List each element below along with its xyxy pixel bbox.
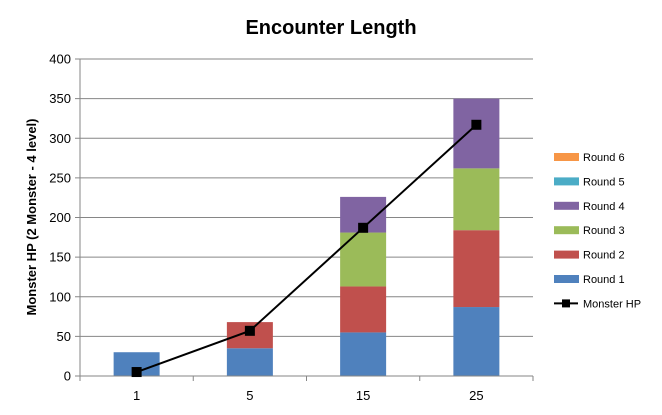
line-point [358,222,369,233]
bar-segment [453,307,500,376]
legend-label: Round 3 [583,225,625,237]
legend-swatch [554,201,579,210]
y-tick-label: 100 [49,289,71,304]
y-tick-label: 200 [49,210,71,225]
legend-label: Round 2 [583,250,625,262]
bar-series [113,98,500,376]
x-tick-label: 1 [133,388,140,403]
axes [75,58,534,381]
legend-swatch [554,226,579,235]
line-monster-hp [136,124,478,373]
bar-segment [453,168,500,231]
line-point [471,119,482,130]
chart-title: Encounter Length [245,17,416,39]
line-series [131,119,482,378]
bar-segment [453,98,500,169]
y-axis-label: Monster HP (2 Monster - 4 level) [24,119,39,316]
line-point [244,325,255,336]
line-point [131,367,142,378]
legend-marker [562,299,570,308]
legend-swatch [554,177,579,186]
y-tick-label: 50 [57,329,71,344]
legend: Round 6 Round 5 Round 4 Round 3 Round 2 Round… [554,152,641,310]
legend-label: Round 4 [583,201,625,213]
legend-swatch [554,153,579,161]
x-tick-label: 15 [356,388,370,403]
legend-label: Round 5 [583,176,625,188]
bar-segment [226,348,273,376]
bar-segment [340,286,387,333]
bar-segment [113,352,160,376]
y-tick-label: 350 [49,91,71,106]
legend-swatch [554,275,579,283]
legend-label: Round 6 [583,152,625,164]
y-tick-label: 150 [49,250,71,265]
legend-label: Monster HP [583,298,641,310]
legend-swatch [554,250,579,259]
bar-segment [453,230,500,308]
gridlines [80,58,533,377]
bar-segment [340,232,387,287]
y-tick-label: 400 [49,52,71,67]
x-tick-label: 5 [246,388,253,403]
bar-segment [340,332,387,376]
y-tick-label: 300 [49,131,71,146]
x-tick-label: 25 [469,388,483,403]
legend-label: Round 1 [583,274,625,286]
y-tick-label: 0 [64,369,71,384]
y-tick-label: 250 [49,170,71,185]
